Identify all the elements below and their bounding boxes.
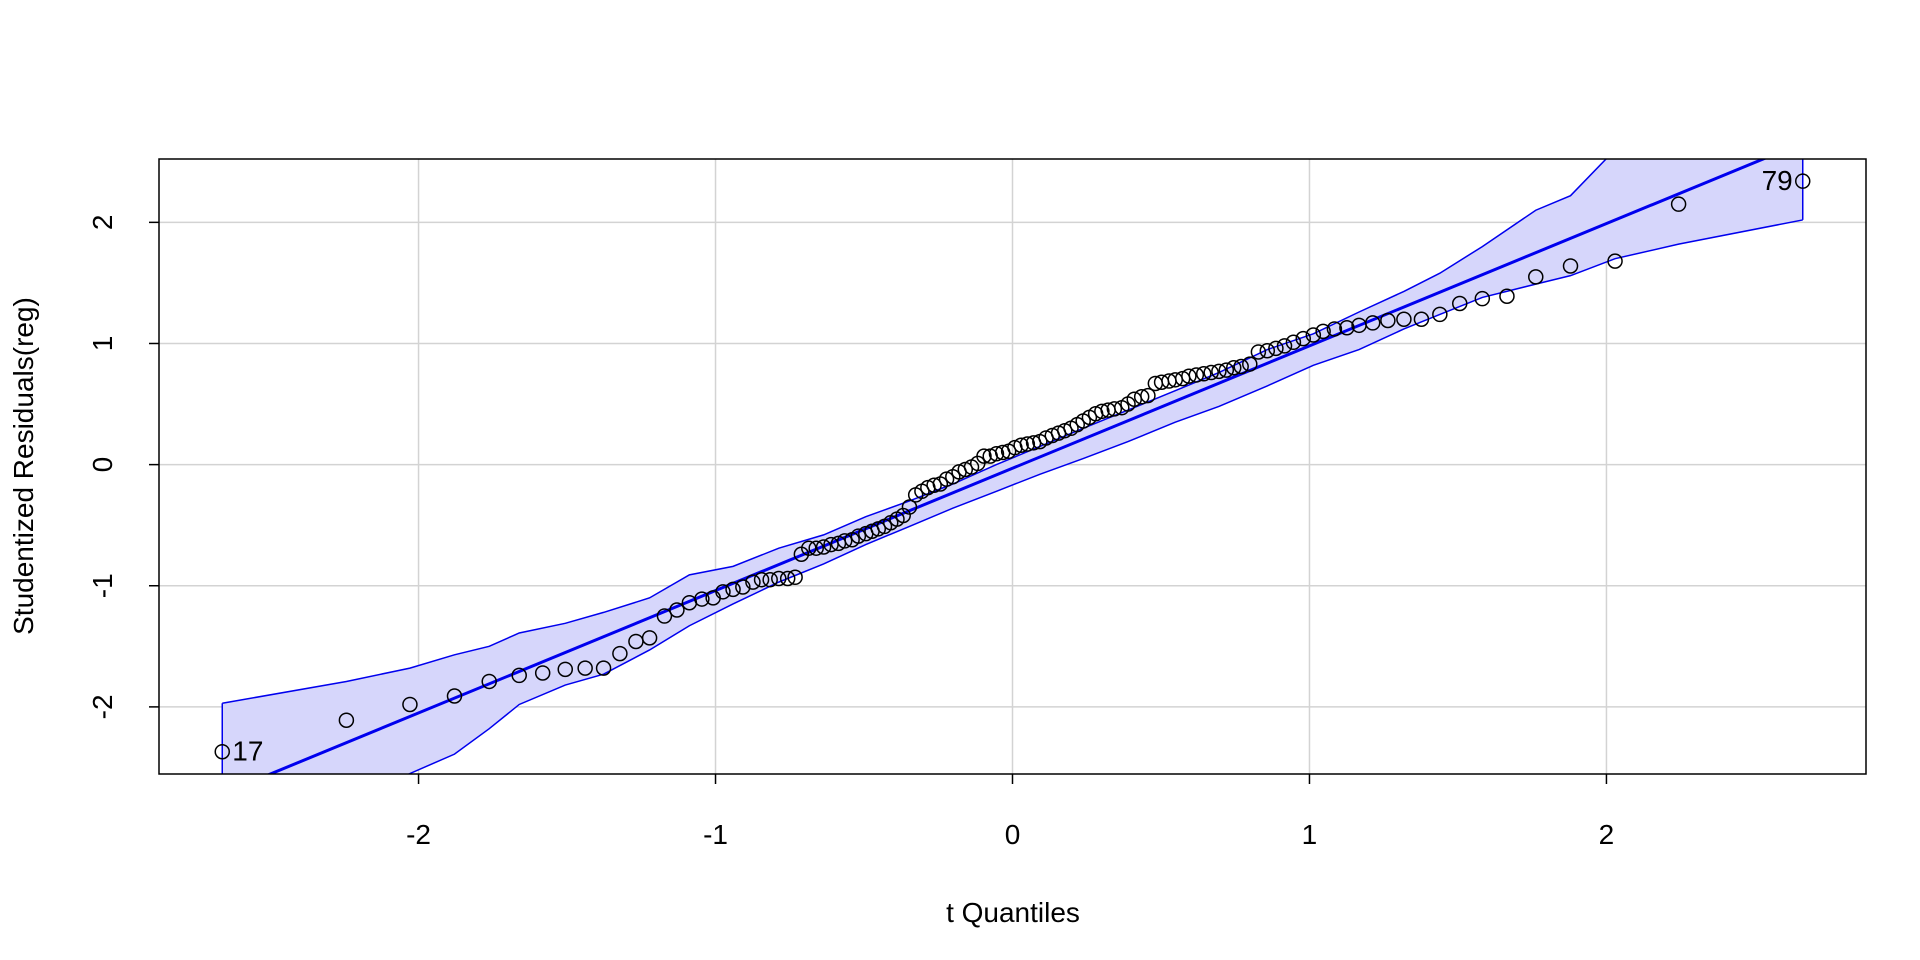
y-tick-label: 1 bbox=[87, 336, 118, 352]
point bbox=[1106, 401, 1123, 417]
point bbox=[715, 584, 731, 600]
point bbox=[669, 602, 685, 618]
point bbox=[595, 660, 612, 676]
point bbox=[1528, 269, 1544, 285]
point bbox=[1203, 364, 1219, 381]
point bbox=[901, 499, 918, 515]
point bbox=[1094, 403, 1110, 420]
point bbox=[1133, 389, 1150, 405]
band-upper bbox=[222, 159, 1608, 704]
point bbox=[787, 569, 803, 586]
plot-area bbox=[214, 159, 1811, 774]
point bbox=[808, 540, 824, 556]
point bbox=[988, 445, 1005, 462]
point bbox=[1315, 323, 1331, 340]
point bbox=[1326, 321, 1343, 337]
point bbox=[1499, 288, 1515, 304]
x-tick-label: 2 bbox=[1599, 819, 1615, 850]
point bbox=[577, 660, 593, 676]
point bbox=[1607, 253, 1623, 269]
point bbox=[1019, 436, 1036, 452]
point bbox=[1432, 306, 1448, 323]
point bbox=[1181, 368, 1197, 384]
point bbox=[402, 696, 418, 713]
point bbox=[511, 667, 527, 684]
point bbox=[1364, 315, 1381, 331]
reference-line bbox=[266, 159, 1768, 774]
point bbox=[815, 539, 832, 555]
point bbox=[1233, 358, 1249, 375]
point bbox=[1225, 359, 1242, 376]
point bbox=[1451, 295, 1468, 312]
point bbox=[656, 608, 673, 624]
point bbox=[1339, 319, 1355, 336]
x-tick-label: 1 bbox=[1302, 819, 1318, 850]
point bbox=[694, 591, 710, 607]
point bbox=[1218, 362, 1235, 378]
point bbox=[1396, 311, 1412, 328]
point bbox=[926, 477, 942, 493]
point bbox=[446, 688, 463, 704]
point bbox=[1305, 327, 1322, 343]
point bbox=[1670, 196, 1687, 212]
point bbox=[771, 570, 787, 587]
y-axis-label: Studentized Residuals(reg) bbox=[8, 297, 39, 635]
x-tick-label: -1 bbox=[703, 819, 728, 850]
point bbox=[641, 630, 658, 646]
point bbox=[1211, 363, 1227, 380]
point bbox=[1794, 173, 1811, 189]
point bbox=[762, 571, 778, 588]
point bbox=[753, 571, 770, 588]
point bbox=[836, 533, 853, 549]
y-tick-label: 0 bbox=[87, 457, 118, 473]
point bbox=[779, 570, 796, 587]
point bbox=[612, 645, 628, 662]
point bbox=[735, 579, 751, 595]
point bbox=[745, 574, 761, 590]
point bbox=[1268, 340, 1284, 357]
point bbox=[1250, 344, 1267, 360]
point bbox=[1380, 312, 1396, 329]
axes: -2 -1 0 1 2 -2 -1 0 1 2 17 79 bbox=[87, 165, 1793, 850]
y-tick-label: -1 bbox=[87, 573, 118, 598]
y-tick-label: -2 bbox=[87, 694, 118, 719]
x-tick-label: 0 bbox=[1005, 819, 1021, 850]
point bbox=[1259, 343, 1276, 359]
point bbox=[1196, 366, 1212, 382]
point bbox=[1474, 290, 1491, 307]
point bbox=[1295, 330, 1311, 347]
y-tick-label: 2 bbox=[87, 215, 118, 231]
point bbox=[1413, 311, 1430, 328]
band-lower bbox=[407, 219, 1803, 774]
point bbox=[481, 673, 497, 690]
point-annotation: 79 bbox=[1762, 165, 1793, 196]
point bbox=[801, 540, 817, 556]
point bbox=[1562, 258, 1579, 274]
point-annotation: 17 bbox=[232, 736, 263, 767]
point bbox=[1285, 334, 1302, 351]
point bbox=[557, 661, 574, 678]
point bbox=[1013, 437, 1029, 453]
point bbox=[214, 743, 231, 760]
x-tick-label: -2 bbox=[406, 819, 431, 850]
point bbox=[1140, 387, 1156, 404]
point bbox=[1242, 356, 1258, 372]
point bbox=[976, 448, 992, 464]
point bbox=[338, 712, 355, 728]
point bbox=[725, 581, 741, 598]
point bbox=[1276, 338, 1293, 354]
point bbox=[1188, 367, 1205, 383]
x-axis-label: t Quantiles bbox=[946, 897, 1080, 928]
point bbox=[534, 665, 551, 681]
point bbox=[850, 528, 867, 544]
